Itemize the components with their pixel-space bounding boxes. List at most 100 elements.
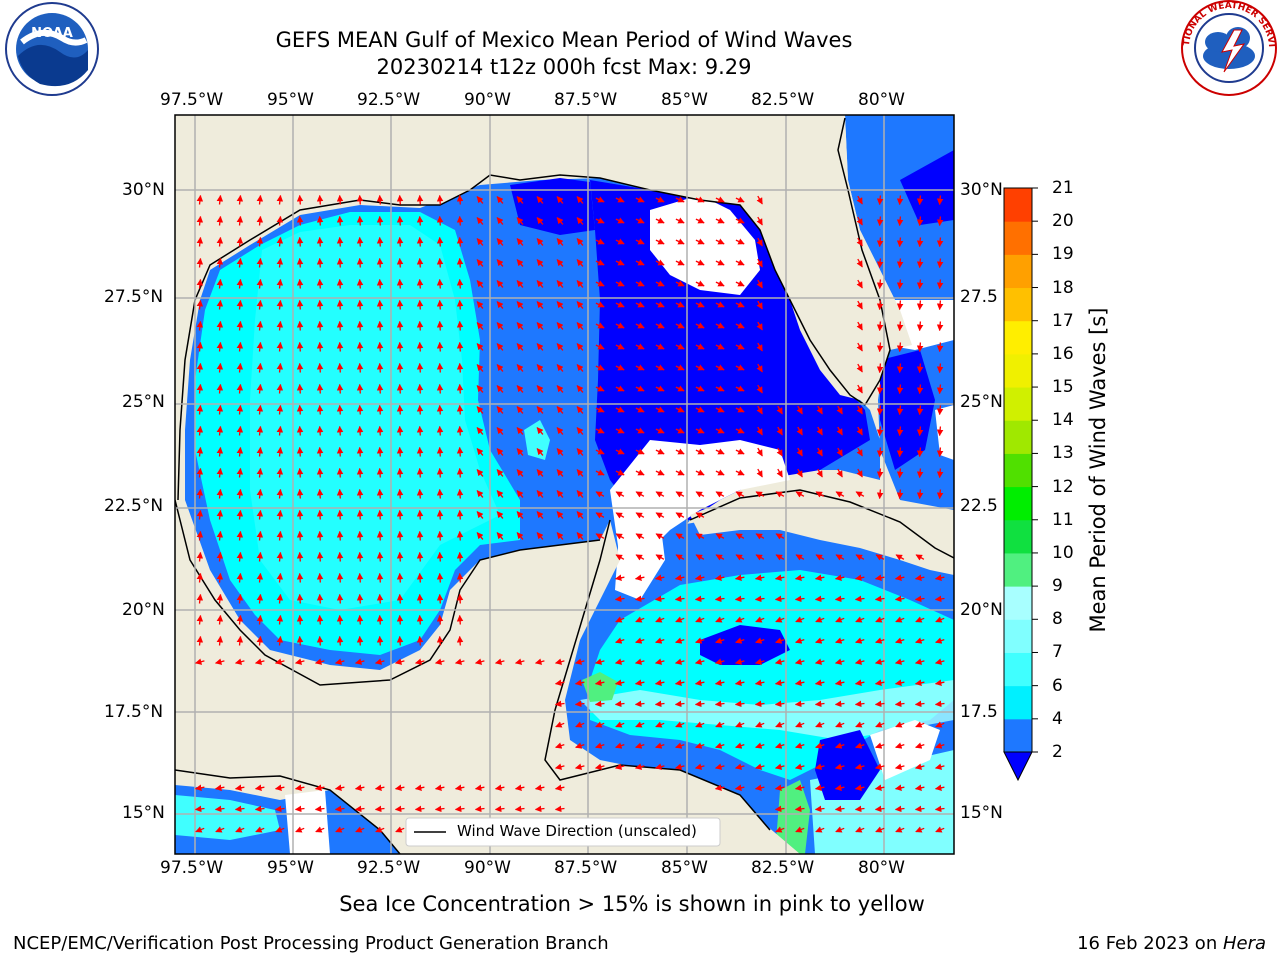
wind-arrow [715,322,725,329]
wind-arrow [895,554,905,561]
wind-arrow [694,658,705,665]
lon-label-bottom: 82.5°W [751,858,815,878]
wind-arrow [436,257,444,268]
lon-label-top: 90°W [464,90,511,110]
wind-arrow [695,280,705,287]
lon-label-top: 87.5°W [554,90,618,110]
wind-arrow [416,551,424,562]
wind-arrow [296,572,304,583]
wind-arrow [556,259,564,267]
colorbar-segment [1004,453,1032,488]
wind-arrow [296,635,304,646]
lat-label-right: 27.5 [960,287,998,307]
wind-arrow [635,217,645,224]
wind-arrow [894,595,905,603]
wind-arrow [436,215,444,226]
wind-arrow [416,635,424,646]
wind-arrow [336,488,344,499]
wind-arrow [595,721,605,728]
wind-arrow [196,593,204,604]
wind-arrow [236,572,244,583]
wind-arrow [675,469,685,476]
wind-arrow [476,511,484,519]
wind-arrow [735,217,745,224]
wind-arrow [936,216,944,227]
wind-arrow [734,595,745,603]
wind-arrow [456,467,464,478]
wind-arrow [416,362,424,373]
wind-arrow [236,635,244,646]
wind-arrow [936,447,944,458]
wind-arrow [896,426,904,437]
wind-arrow [654,574,665,581]
wind-arrow [914,679,925,686]
wind-arrow [935,721,945,728]
wind-arrow [516,322,524,330]
wind-arrow [675,280,685,287]
wind-arrow [536,217,544,225]
wind-arrow [794,658,805,665]
wind-arrow [756,426,763,436]
wind-arrow [296,551,304,562]
colorbar-tick-label: 14 [1052,410,1074,431]
wind-arrow [815,637,825,644]
wind-arrow [516,532,524,540]
wind-arrow [695,448,705,455]
wind-arrow [815,554,825,561]
colorbar-tick-label: 8 [1052,609,1063,630]
wind-arrow [256,383,264,394]
wind-arrow [554,658,565,665]
date-text: 16 Feb 2023 on [1077,933,1223,954]
wind-arrow [576,238,584,246]
wind-arrow [276,278,284,289]
wind-arrow [755,721,765,728]
wind-arrow [436,278,444,289]
wind-arrow [276,215,284,226]
wind-arrow [655,637,665,644]
wind-arrow [796,447,803,457]
wind-arrow [774,658,785,665]
wind-arrow [916,342,924,353]
wind-arrow [514,658,525,665]
land-florida [470,115,912,400]
wind-arrow [316,236,324,247]
svg-text:NATIONAL WEATHER SERVICE: NATIONAL WEATHER SERVICE [0,0,1276,47]
wind-arrow [516,343,524,351]
wind-arrow [615,512,625,519]
colorbar-segment [1004,353,1032,388]
wind-arrow [256,341,264,352]
wind-arrow [654,658,665,665]
wind-arrow [354,784,365,791]
wind-arrow [336,635,344,646]
wind-arrow [336,509,344,520]
wind-arrow [334,805,345,813]
wind-arrow [394,805,405,813]
wind-arrow [654,763,665,770]
wind-arrow [655,301,665,308]
lat-label-right: 25°N [960,392,1003,412]
wind-arrow [655,721,665,728]
wind-arrow [735,721,745,728]
wind-arrow [296,530,304,541]
wind-arrow [476,406,484,414]
wind-arrow [635,301,645,308]
wind-arrow [355,826,365,833]
wind-arrow [316,425,324,436]
wind-arrow [856,384,863,394]
lon-label-bottom: 92.5°W [357,858,421,878]
wind-arrow [436,572,444,583]
wind-arrow [314,658,325,665]
wind-arrow [715,196,725,203]
colorbar-segment [1004,552,1032,587]
wind-arrow [874,700,885,708]
gulf-cyan-patch [524,420,550,460]
wind-arrow [876,195,884,206]
wind-arrow [276,425,284,436]
wind-arrow [615,238,625,245]
wind-arrow [834,700,845,708]
wind-arrow [376,194,384,205]
wind-arrow [236,194,244,205]
wind-arrow [456,215,464,226]
wind-arrow [256,488,264,499]
wind-arrow [735,322,745,329]
